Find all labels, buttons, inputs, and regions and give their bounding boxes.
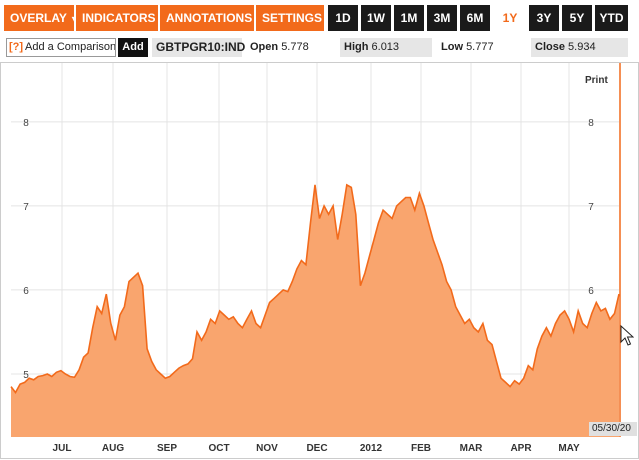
high-stat: High 6.013: [340, 38, 432, 57]
x-tick-label: JUL: [53, 443, 72, 454]
x-tick-label: 2012: [360, 443, 383, 454]
last-date-badge: 05/30/20: [589, 422, 637, 436]
settings-menu-button[interactable]: SETTINGS▼: [256, 5, 334, 31]
x-tick-label: AUG: [102, 443, 124, 454]
x-tick-label: NOV: [256, 443, 278, 454]
ticker-symbol: GBTPGR10:IND: [152, 38, 245, 57]
x-tick-label: SEP: [157, 443, 177, 454]
price-chart[interactable]: JULAUGSEPOCTNOVDEC2012FEBMARAPRMAY556677…: [0, 62, 639, 460]
overlay-menu-label: OVERLAY: [10, 11, 67, 25]
quote-info-bar: [?] Add a Comparison Add GBTPGR10:IND Ope…: [0, 37, 639, 59]
range-1y-button[interactable]: 1Y: [493, 5, 527, 31]
y-tick-label-right: 6: [588, 286, 594, 297]
add-comparison-input[interactable]: [?] Add a Comparison: [6, 38, 116, 57]
chevron-down-icon: ▼: [69, 14, 79, 24]
x-tick-label: DEC: [306, 443, 327, 454]
indicators-menu-button[interactable]: INDICATORS▼: [76, 5, 167, 31]
open-value: 5.778: [281, 41, 309, 53]
x-tick-label: MAY: [558, 443, 580, 454]
range-1m-button[interactable]: 1M: [394, 5, 424, 31]
open-label: Open: [250, 41, 279, 53]
add-comparison-placeholder: Add a Comparison: [25, 41, 116, 53]
low-value: 5.777: [466, 41, 494, 53]
y-tick-label-right: 7: [588, 202, 594, 213]
help-icon[interactable]: [?]: [9, 41, 24, 53]
range-1w-button[interactable]: 1W: [361, 5, 391, 31]
overlay-menu-button[interactable]: OVERLAY ▼: [4, 5, 79, 31]
range-3m-button[interactable]: 3M: [427, 5, 457, 31]
print-link[interactable]: Print: [585, 75, 608, 86]
high-value: 6.013: [371, 41, 400, 53]
indicators-menu-label: INDICATORS: [82, 11, 156, 25]
range-3y-button[interactable]: 3Y: [529, 5, 559, 31]
close-stat: Close 5.934: [531, 38, 628, 57]
y-tick-label-right: 8: [588, 118, 594, 129]
x-tick-label: OCT: [208, 443, 229, 454]
add-comparison-button[interactable]: Add: [118, 38, 148, 57]
price-area: [11, 184, 619, 437]
range-6m-button[interactable]: 6M: [460, 5, 490, 31]
annotations-menu-button[interactable]: ANNOTATIONS▼: [160, 5, 264, 31]
close-label: Close: [535, 41, 565, 53]
high-label: High: [344, 41, 369, 53]
range-1d-button[interactable]: 1D: [328, 5, 358, 31]
y-tick-label-left: 6: [23, 286, 29, 297]
y-tick-label-left: 7: [23, 202, 29, 213]
close-value: 5.934: [568, 41, 596, 53]
x-tick-label: APR: [510, 443, 532, 454]
x-tick-label: FEB: [411, 443, 431, 454]
low-label: Low: [441, 41, 463, 53]
y-tick-label-left: 5: [23, 370, 29, 381]
x-tick-label: MAR: [460, 443, 484, 454]
y-tick-label-left: 8: [23, 118, 29, 129]
range-5y-button[interactable]: 5Y: [562, 5, 592, 31]
low-stat: Low 5.777: [437, 38, 527, 57]
annotations-menu-label: ANNOTATIONS: [166, 11, 253, 25]
price-line: [10, 183, 620, 394]
mouse-cursor-icon: [620, 325, 634, 346]
settings-menu-label: SETTINGS: [262, 11, 323, 25]
range-ytd-button[interactable]: YTD: [595, 5, 628, 31]
open-stat: Open 5.778: [246, 38, 336, 57]
chart-toolbar: OVERLAY▼ INDICATORS▼ ANNOTATIONS▼ SETTIN…: [0, 0, 639, 35]
